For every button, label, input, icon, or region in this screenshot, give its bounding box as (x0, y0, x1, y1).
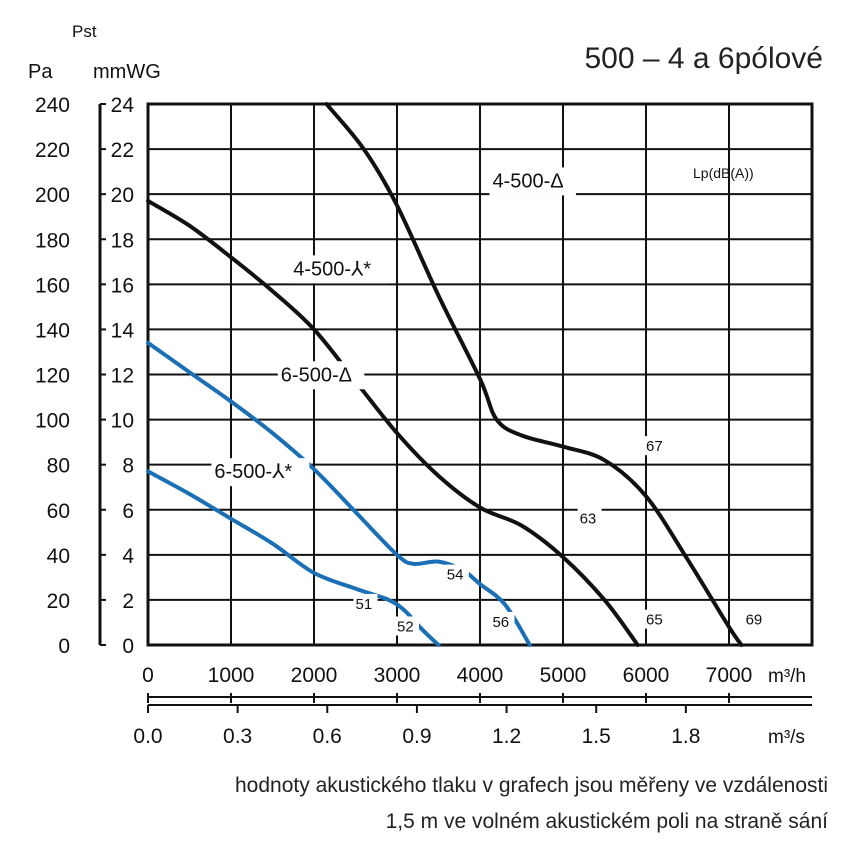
curve-label-bg (277, 361, 365, 390)
noise-label: 52 (397, 618, 414, 635)
y-tick-label-mmwg: 14 (111, 319, 135, 342)
x-tick-label-m3s: 1.5 (582, 725, 611, 748)
y-unit-mmwg: mmWG (93, 61, 161, 83)
y-tick-label-pa: 200 (35, 184, 70, 207)
noise-label-bg (490, 611, 515, 631)
x-tick-label-m3s: 1.2 (492, 725, 521, 748)
noise-label-bg (353, 593, 378, 613)
x-tick-label-m3h: 0 (142, 664, 154, 687)
x-tick-label-m3s: 0.0 (133, 725, 162, 748)
y-tick-label-pa: 20 (47, 590, 70, 613)
curve-label: 6-500-⅄* (214, 461, 292, 483)
series-line-1 (324, 102, 744, 647)
x-tick-label-m3s: 0.3 (223, 725, 252, 748)
noise-label: 54 (447, 567, 464, 584)
noise-header: Lp(dB(A)) (693, 165, 754, 181)
curve-label: 4-500-Δ (492, 170, 563, 192)
noise-label-bg (644, 609, 668, 629)
y-tick-label-mmwg: 0 (122, 635, 134, 658)
noise-label-bg (743, 609, 768, 629)
y-tick-label-mmwg: 8 (122, 455, 134, 478)
noise-label-bg (444, 564, 469, 584)
plot-frame (146, 102, 814, 647)
noise-label-bg (644, 436, 668, 456)
series-line-2 (146, 198, 640, 647)
y-tick-label-pa: 60 (47, 500, 70, 523)
y-tick-label-mmwg: 4 (122, 545, 134, 568)
y-tick-label-pa: 160 (35, 274, 70, 297)
y-tick-label-pa: 0 (58, 635, 70, 658)
noise-label: 67 (646, 438, 663, 455)
fan-performance-chart: 500 – 4 a 6pólové Pst Pa mmWG Lp(dB(A)) … (28, 22, 823, 748)
curve-label: 6-500-Δ (281, 364, 352, 386)
footnote-line-2: 1,5 m ve volném akustickém poli na stran… (385, 810, 828, 833)
noise-label: 65 (646, 612, 663, 629)
curve-label: 4-500-⅄* (293, 258, 371, 280)
y-tick-label-pa: 180 (35, 229, 70, 252)
y-tick-label-pa: 240 (35, 94, 70, 117)
y-tick-label-mmwg: 24 (111, 94, 135, 117)
x-tick-label-m3s: 0.6 (313, 725, 342, 748)
curve-label-bg (211, 458, 310, 487)
x-tick-label-m3h: 2000 (291, 664, 338, 687)
y-unit-pa: Pa (28, 61, 53, 83)
x-tick-label-m3s: 0.9 (402, 725, 431, 748)
y-tick-label-pa: 120 (35, 365, 70, 388)
series-line-3 (146, 340, 532, 647)
x-tick-label-m3h: 5000 (540, 664, 587, 687)
y-symbol-label: Pst (72, 22, 97, 41)
y-tick-label-pa: 40 (47, 545, 70, 568)
x-unit-m3h: m³/h (768, 666, 806, 687)
noise-label: 51 (356, 596, 373, 613)
y-tick-label-pa: 220 (35, 139, 70, 162)
chart-title: 500 – 4 a 6pólové (584, 42, 823, 75)
y-tick-label-mmwg: 6 (122, 500, 134, 523)
x-tick-label-m3h: 6000 (623, 664, 670, 687)
footnote-line-1: hodnoty akustického tlaku v grafech jsou… (235, 774, 828, 797)
y-tick-label-mmwg: 16 (111, 274, 134, 297)
x-tick-label-m3h: 3000 (374, 664, 421, 687)
noise-label-bg (395, 616, 419, 636)
x-tick-label-m3h: 4000 (457, 664, 504, 687)
series-line-4 (146, 469, 441, 647)
curve-label-bg (290, 255, 389, 284)
noise-label: 63 (580, 510, 597, 527)
x-tick-label-m3h: 1000 (208, 664, 255, 687)
x-unit-m3s: m³/s (768, 727, 805, 748)
y-tick-label-pa: 140 (35, 319, 70, 342)
noise-label: 56 (492, 614, 509, 631)
noise-label: 69 (746, 612, 763, 629)
curve-label-bg (489, 167, 576, 196)
y-tick-label-mmwg: 20 (111, 184, 134, 207)
y-tick-label-pa: 100 (35, 410, 70, 433)
x-tick-label-m3h: 7000 (706, 664, 753, 687)
y-tick-label-mmwg: 18 (111, 229, 134, 252)
y-tick-label-mmwg: 10 (111, 410, 134, 433)
y-tick-label-mmwg: 2 (122, 590, 134, 613)
y-tick-label-mmwg: 12 (111, 365, 134, 388)
y-tick-label-mmwg: 22 (111, 139, 134, 162)
noise-label-bg (577, 508, 602, 528)
x-tick-label-m3s: 1.8 (671, 725, 700, 748)
y-tick-label-pa: 80 (47, 455, 70, 478)
